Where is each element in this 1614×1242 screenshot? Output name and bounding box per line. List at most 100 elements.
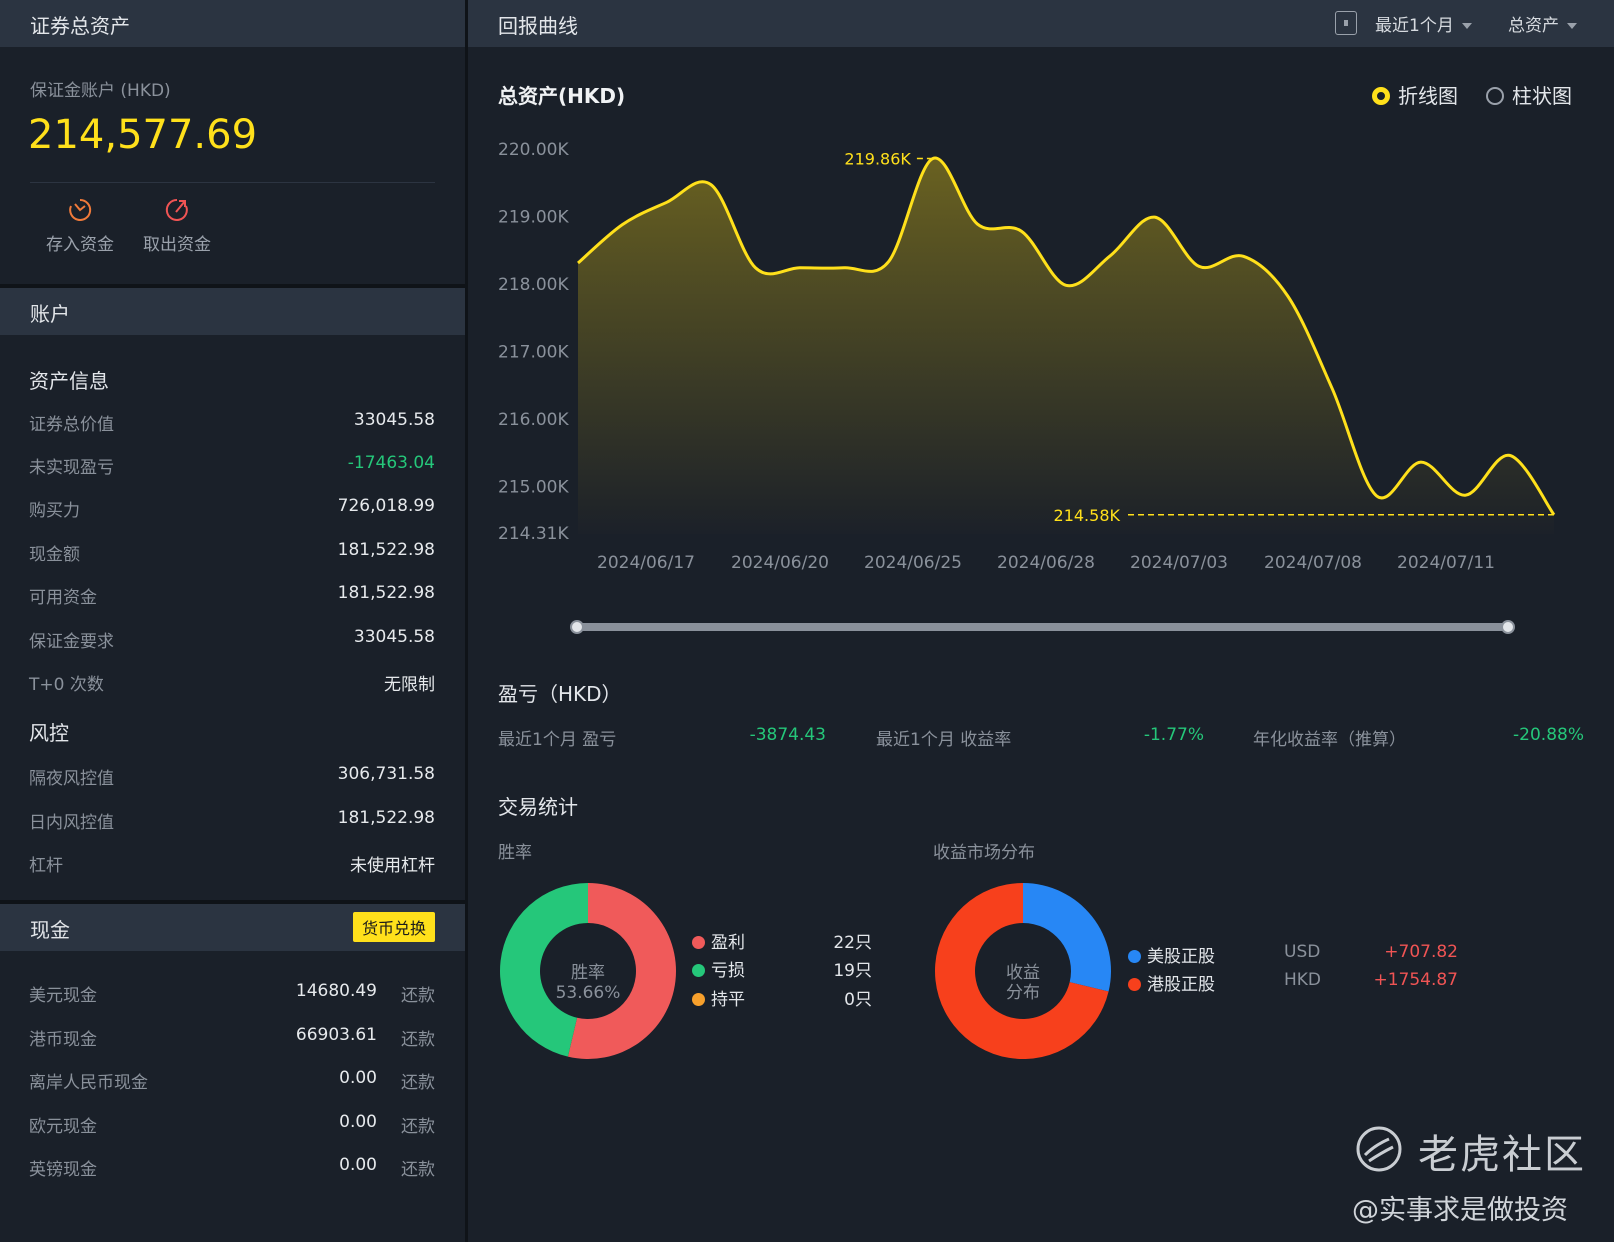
- radio-line-chart[interactable]: 折线图: [1372, 80, 1458, 109]
- winrate-subtitle: 胜率: [498, 843, 532, 863]
- account-section-title: 账户: [30, 302, 70, 326]
- cash-row: 美元现金 14680.49 还款: [29, 981, 435, 1007]
- risk-row: 隔夜风控值 306,731.58: [29, 764, 435, 790]
- y-tick-label: 218.00K: [498, 275, 569, 295]
- legend-dot: [692, 964, 705, 977]
- legend-dot: [692, 993, 705, 1006]
- cash-row-label: 离岸人民币现金: [29, 1073, 148, 1093]
- legend-value: +1754.87: [1373, 970, 1458, 990]
- y-tick-label: 219.00K: [498, 207, 569, 227]
- deposit-button[interactable]: 存入资金: [40, 196, 120, 255]
- legend-label: 持平: [711, 990, 745, 1010]
- repay-button[interactable]: 还款: [401, 1073, 435, 1093]
- radio-bar-label: 柱状图: [1512, 84, 1572, 108]
- range-slider-end-handle[interactable]: [1501, 620, 1515, 634]
- withdraw-label: 取出资金: [143, 235, 211, 255]
- currency-exchange-button[interactable]: 货币兑换: [352, 912, 435, 942]
- asset-row-value: 726,018.99: [337, 496, 435, 516]
- legend-dot: [1128, 978, 1141, 991]
- asset-row: 未实现盈亏 -17463.04: [29, 453, 435, 479]
- asset-row-label: 现金额: [29, 545, 80, 565]
- return-curve-title: 回报曲线: [498, 14, 578, 38]
- deposit-icon: [69, 198, 92, 221]
- pl-item-label: 最近1个月 收益率: [876, 730, 1012, 750]
- period-select[interactable]: 最近1个月: [1375, 11, 1472, 36]
- market-center-label-2: 分布: [1006, 983, 1040, 1003]
- securities-header: 证券总资产: [0, 0, 465, 47]
- area-fill: [578, 157, 1554, 534]
- cash-row-value: 0.00: [339, 1068, 377, 1088]
- winrate-legend-item: 持平: [692, 985, 745, 1010]
- account-label: 保证金账户 (HKD): [30, 81, 171, 101]
- divider: [30, 182, 435, 183]
- risk-row-label: 杠杆: [29, 856, 63, 876]
- legend-dot: [692, 936, 705, 949]
- radio-bar-chart[interactable]: 柱状图: [1486, 80, 1572, 109]
- market-subtitle: 收益市场分布: [933, 843, 1035, 863]
- left-panel: 证券总资产 保证金账户 (HKD) 214,577.69 存入资金 取出资金 账…: [0, 0, 465, 1242]
- legend-label: 盈利: [711, 933, 745, 953]
- range-slider-start-handle[interactable]: [570, 620, 584, 634]
- market-legend-item: 港股正股: [1128, 970, 1215, 995]
- cash-row-label: 美元现金: [29, 986, 97, 1006]
- repay-button[interactable]: 还款: [401, 1160, 435, 1180]
- legend-value: +707.82: [1384, 942, 1458, 962]
- y-tick-label: 217.00K: [498, 342, 569, 362]
- risk-row: 日内风控值 181,522.98: [29, 808, 435, 834]
- divider: [0, 284, 465, 288]
- tiger-logo-icon: [1356, 1126, 1402, 1172]
- asset-row: 现金额 181,522.98: [29, 540, 435, 566]
- legend-label: 美股正股: [1147, 947, 1215, 967]
- repay-button[interactable]: 还款: [401, 986, 435, 1006]
- legend-count: 0只: [844, 990, 872, 1010]
- max-annotation: 219.86K: [844, 149, 911, 168]
- winrate-center-value: 53.66%: [556, 983, 621, 1003]
- cash-row-value: 14680.49: [295, 981, 377, 1001]
- x-tick-label: 2024/07/08: [1264, 553, 1362, 573]
- calendar-icon[interactable]: [1335, 11, 1357, 35]
- return-curve-header: 回报曲线 最近1个月 总资产: [468, 0, 1614, 47]
- withdraw-button[interactable]: 取出资金: [137, 196, 217, 255]
- repay-button[interactable]: 还款: [401, 1030, 435, 1050]
- cash-row-value: 0.00: [339, 1155, 377, 1175]
- donut-slice: [1023, 883, 1111, 992]
- cash-row-label: 港币现金: [29, 1030, 97, 1050]
- winrate-legend-item: 亏损: [692, 956, 745, 981]
- account-total-value: 214,577.69: [28, 112, 258, 158]
- risk-title: 风控: [29, 721, 69, 745]
- panel-divider: [465, 0, 468, 1242]
- metric-select[interactable]: 总资产: [1508, 11, 1577, 36]
- legend-dot: [1128, 950, 1141, 963]
- last-annotation: 214.58K: [1054, 506, 1121, 525]
- series-line: [577, 156, 1556, 516]
- winrate-legend-item: 盈利: [692, 928, 745, 953]
- risk-row-value: 未使用杠杆: [350, 856, 435, 876]
- pl-item-value: -1.77%: [1143, 725, 1204, 745]
- asset-row-value: 181,522.98: [337, 540, 435, 560]
- cash-row: 港币现金 66903.61 还款: [29, 1025, 435, 1051]
- x-tick-label: 2024/07/03: [1130, 553, 1228, 573]
- asset-line-chart: 220.00K 219.00K 218.00K 217.00K 216.00K 215.0…: [498, 140, 1556, 573]
- range-slider[interactable]: [570, 620, 1515, 634]
- y-tick-label: 216.00K: [498, 410, 569, 430]
- risk-row-label: 隔夜风控值: [29, 769, 114, 789]
- cash-row: 欧元现金 0.00 还款: [29, 1112, 435, 1138]
- risk-row-label: 日内风控值: [29, 813, 114, 833]
- chevron-down-icon: [1567, 23, 1577, 29]
- asset-row: 证券总价值 33045.58: [29, 410, 435, 436]
- legend-currency: USD: [1284, 942, 1321, 962]
- asset-row-value: 33045.58: [353, 627, 435, 647]
- pl-item-value: -3874.43: [749, 725, 826, 745]
- donut-slice: [567, 883, 676, 1059]
- watermark-brand: 老虎社区: [1418, 1132, 1586, 1178]
- cash-row: 离岸人民币现金 0.00 还款: [29, 1068, 435, 1094]
- asset-row-label: 可用资金: [29, 588, 97, 608]
- repay-button[interactable]: 还款: [401, 1117, 435, 1137]
- right-panel: 回报曲线 最近1个月 总资产 总资产(HKD) 折线图 柱状图 220.00K 2…: [468, 0, 1614, 1242]
- divider: [0, 900, 465, 904]
- radio-line-label: 折线图: [1398, 84, 1458, 108]
- x-tick-label: 2024/07/11: [1397, 553, 1495, 573]
- asset-row-value: 33045.58: [353, 410, 435, 430]
- cash-row-label: 欧元现金: [29, 1117, 97, 1137]
- y-tick-label: 215.00K: [498, 477, 569, 497]
